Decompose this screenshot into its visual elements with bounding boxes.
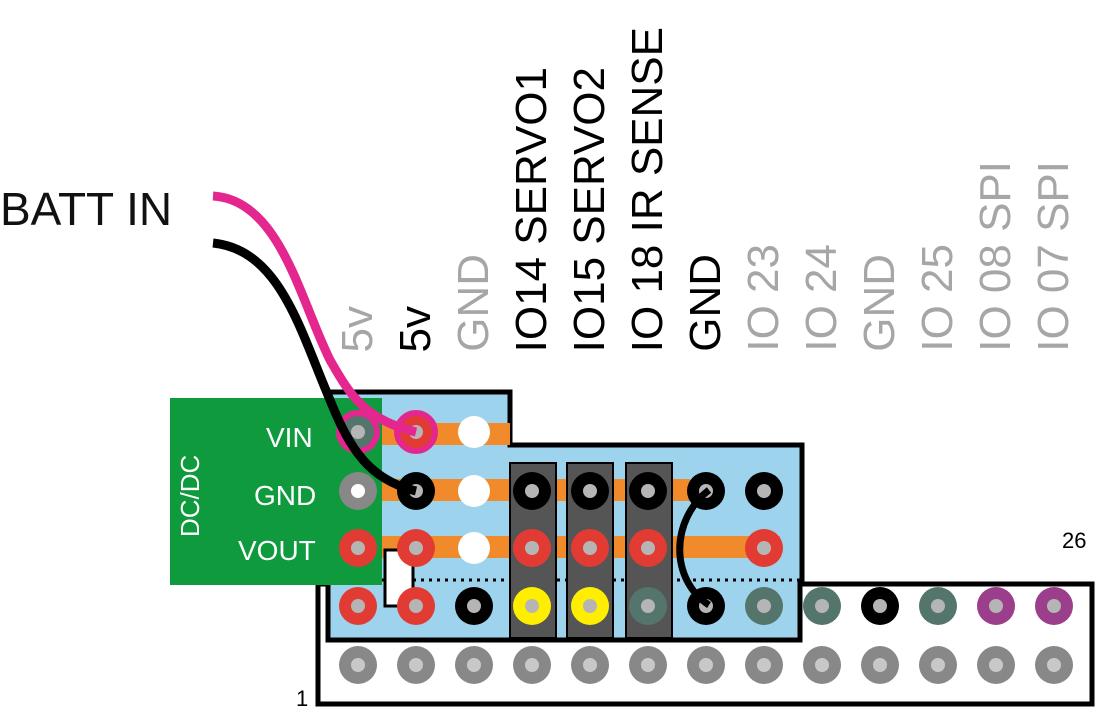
header-label-9: GND	[855, 254, 904, 352]
header-pin-top-12-hole	[1047, 599, 1061, 613]
header-pin-top-5-hole	[641, 599, 655, 613]
header-pin-bottom-10-hole	[931, 658, 945, 672]
header-label-8: IO 24	[797, 244, 846, 352]
header-label-12: IO 07 SPI	[1029, 161, 1078, 352]
dcdc-gnd-pin-hole	[351, 484, 365, 498]
header-label-2: GND	[449, 254, 498, 352]
header-pin-top-11-hole	[989, 599, 1003, 613]
board-pad-2-2	[458, 532, 490, 564]
header-label-6: GND	[681, 254, 730, 352]
header-label-4: IO15 SERVO2	[565, 66, 614, 352]
header-pin-bottom-11-hole	[989, 658, 1003, 672]
header-pin-bottom-3-hole	[525, 658, 539, 672]
board-pin-5v-2-hole	[641, 541, 655, 555]
header-pin-top-8-hole	[815, 599, 829, 613]
header-label-1: 5v	[391, 305, 440, 352]
board-pad-0-2	[458, 416, 490, 448]
header-label-3: IO14 SERVO1	[507, 66, 556, 352]
header-pin-top-9-hole	[873, 599, 887, 613]
vin-wire-ring-1	[394, 410, 438, 454]
header-pin-bottom-9-hole	[873, 658, 887, 672]
header-label-10: IO 25	[913, 244, 962, 352]
header-pin-top-3-hole	[525, 599, 539, 613]
header-pin-bottom-4-hole	[583, 658, 597, 672]
dcdc-title: DC/DC	[175, 454, 205, 538]
board-pin-gnd-2-hole	[641, 484, 655, 498]
header-label-5: IO 18 IR SENSE	[623, 26, 672, 352]
header-pin-top-10-hole	[931, 599, 945, 613]
board-pin-5v-0-hole	[525, 541, 539, 555]
dcdc-vin-pin-hole	[351, 425, 365, 439]
board-pin-gnd-4-hole	[757, 484, 771, 498]
dcdc-vin-label: VIN	[266, 422, 313, 453]
header-pin-bottom-12-hole	[1047, 658, 1061, 672]
header-pin-bottom-2-hole	[467, 658, 481, 672]
header-pin-top-2-hole	[467, 599, 481, 613]
batt-negative-wire	[212, 238, 418, 496]
pin-number-first: 1	[296, 686, 309, 711]
board-pin-5v-3-hole	[757, 541, 771, 555]
board-pad-1-2	[458, 475, 490, 507]
header-pin-bottom-8-hole	[815, 658, 829, 672]
header-label-0: 5v	[333, 305, 382, 352]
header-pin-top-0-hole	[351, 599, 365, 613]
board-pin-gnd-0-hole	[525, 484, 539, 498]
header-pin-bottom-6-hole	[699, 658, 713, 672]
batt-positive-wire	[212, 191, 418, 437]
header-pin-top-4-hole	[583, 599, 597, 613]
header-label-7: IO 23	[739, 244, 788, 352]
board-pin-5v-1-hole	[583, 541, 597, 555]
header-pin-bottom-1-hole	[409, 658, 423, 672]
ground-jumper-wire	[676, 487, 712, 608]
header-pin-top-1-hole	[409, 599, 423, 613]
batt-in-label: BATT IN	[0, 183, 173, 235]
header-pin-top-7-hole	[757, 599, 771, 613]
header-label-11: IO 08 SPI	[971, 161, 1020, 352]
header-pin-bottom-5-hole	[641, 658, 655, 672]
header-pin-bottom-0-hole	[351, 658, 365, 672]
board-pin-vout-hole	[409, 541, 423, 555]
dcdc-vout-pin-hole	[351, 541, 365, 555]
header-pin-bottom-7-hole	[757, 658, 771, 672]
pin-number-last: 26	[1062, 528, 1087, 553]
board-pin-gnd-1-hole	[583, 484, 597, 498]
dcdc-gnd-label: GND	[254, 480, 317, 511]
dcdc-vout-label: VOUT	[238, 535, 316, 566]
